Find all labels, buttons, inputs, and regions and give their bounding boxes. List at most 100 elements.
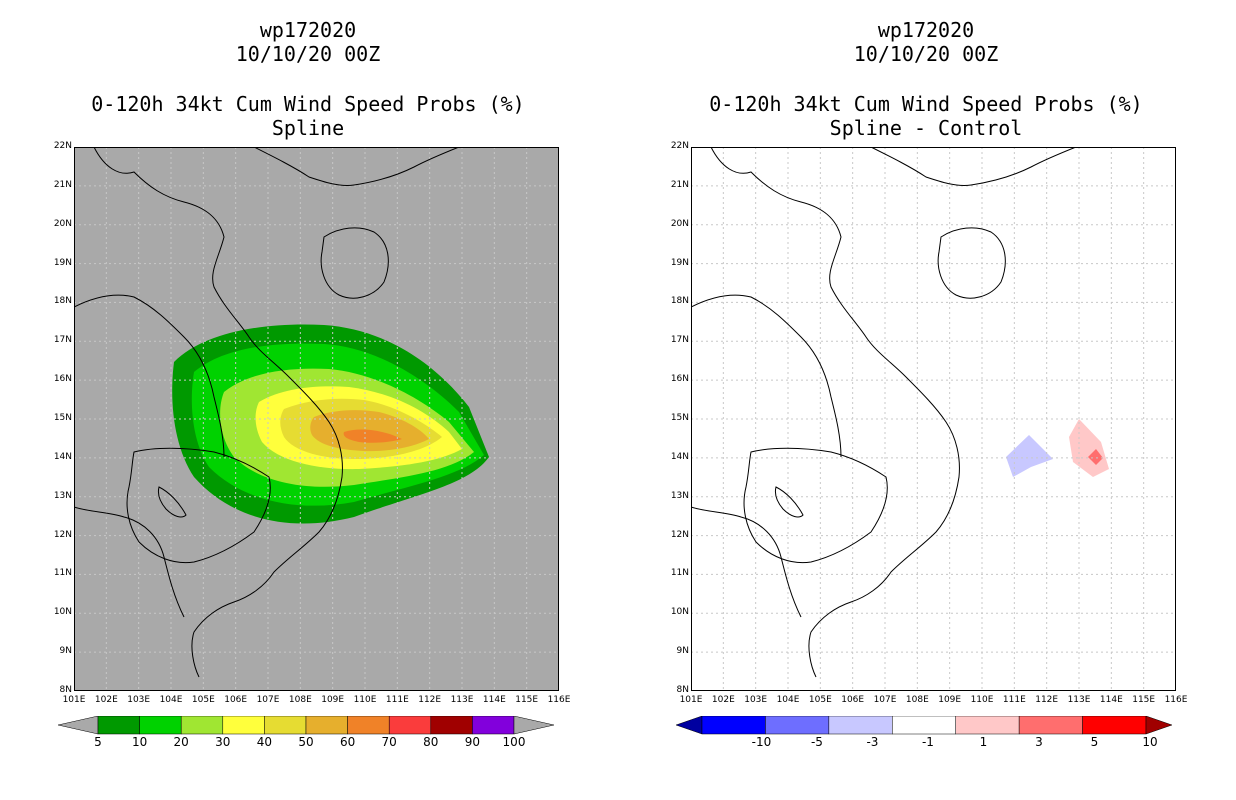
left-coast-china (253, 147, 460, 186)
colorbar-swatch (180, 716, 224, 735)
colorbar-swatch (1082, 716, 1147, 735)
colorbar-label: 20 (173, 735, 189, 749)
colorbar-swatch (701, 716, 766, 735)
latitude-label: 10N (53, 607, 72, 618)
latitude-label: 18N (670, 296, 689, 307)
longitude-label: 112E (1035, 695, 1059, 705)
colorbar-label: 80 (423, 735, 439, 749)
colorbar-label: -1 (921, 735, 934, 749)
colorbar-swatch (388, 716, 432, 735)
longitude-label: 115E (515, 695, 539, 705)
colorbar-label: 10 (1142, 735, 1158, 749)
latitude-label: 18N (53, 296, 72, 307)
longitude-label: 110E (353, 695, 377, 705)
latitude-label: 15N (670, 413, 689, 423)
latitude-label: 16N (670, 374, 689, 385)
longitude-label: 113E (1067, 695, 1091, 705)
longitude-label: 108E (288, 695, 312, 705)
colorbar-label: 5 (1090, 735, 1099, 749)
colorbar-label: 40 (256, 735, 273, 749)
colorbar-swatch (472, 716, 515, 735)
right-map-grid (691, 147, 1176, 691)
longitude-label: 104E (159, 695, 183, 705)
latitude-label: 8N (676, 685, 689, 695)
left-map-grid (74, 147, 559, 691)
colorbar-swatch (765, 716, 830, 735)
colorbar-label: -5 (810, 735, 823, 749)
right-coast-china (870, 147, 1077, 186)
latitude-label: 9N (59, 646, 72, 657)
latitude-label: 14N (53, 451, 72, 462)
latitude-label: 13N (670, 490, 689, 501)
right-coast-vietnam (710, 147, 960, 678)
diff-plus-3-to-plus-5 (1088, 449, 1103, 465)
colorbar-label: 30 (215, 735, 231, 749)
longitude-label: 111E (1002, 695, 1026, 705)
colorbar-label: -3 (866, 735, 879, 749)
longitude-label: 107E (873, 695, 897, 705)
colorbar-high-arrow (513, 716, 554, 735)
latitude-label: 11N (53, 568, 72, 579)
colorbar-label: 60 (339, 735, 356, 749)
longitude-label: 103E (127, 695, 151, 705)
longitude-label: 107E (256, 695, 280, 705)
colorbar-label: 90 (464, 735, 481, 749)
right-border-cambodia (743, 447, 888, 564)
latitude-label: 21N (670, 179, 689, 190)
colorbar-swatch (347, 716, 390, 735)
latitude-label: 19N (670, 257, 689, 268)
colorbar-low-arrow (676, 716, 703, 735)
latitude-label: 12N (670, 529, 689, 540)
colorbar-swatch (97, 716, 140, 735)
colorbar-low-arrow (58, 716, 99, 735)
right-coastlines (691, 147, 1077, 678)
right-storm-id: wp172020 (877, 18, 975, 42)
left-tonle-sap (157, 486, 187, 518)
right-subtitle: Spline - Control (829, 116, 1023, 140)
latitude-label: 9N (676, 646, 689, 657)
latitude-label: 21N (53, 179, 72, 190)
colorbar-label: -10 (751, 735, 772, 749)
latitude-label: 16N (53, 374, 72, 385)
colorbar-high-arrow (1145, 716, 1172, 735)
longitude-label: 111E (385, 695, 409, 705)
colorbar-label: 50 (298, 735, 314, 749)
right-colorbar (676, 716, 1172, 735)
latitude-label: 11N (670, 568, 689, 579)
left-coastlines (74, 147, 460, 678)
longitude-label: 106E (224, 695, 248, 705)
left-border-cambodia (126, 447, 271, 564)
colorbar-swatch (264, 716, 307, 735)
left-border-laos (74, 294, 225, 458)
diff-minus-1-to-minus-3 (1006, 435, 1053, 477)
left-coast-hainan (320, 227, 389, 299)
latitude-label: 17N (53, 335, 72, 346)
latitude-label: 22N (670, 141, 689, 151)
longitude-label: 103E (744, 695, 768, 705)
longitude-label: 101E (62, 695, 86, 705)
left-panel-titles: wp172020 10/10/20 00Z 0-120h 34kt Cum Wi… (58, 18, 558, 140)
longitude-label: 113E (450, 695, 474, 705)
colorbar-swatch (430, 716, 473, 735)
latitude-label: 17N (670, 335, 689, 346)
latitude-label: 14N (670, 451, 689, 462)
latitude-label: 10N (670, 607, 689, 618)
latitude-label: 20N (670, 218, 689, 229)
right-map-background (691, 147, 1176, 691)
left-probability-map (74, 147, 559, 691)
longitude-label: 115E (1132, 695, 1156, 705)
colorbar-label: 3 (1035, 735, 1043, 749)
right-panel-titles: wp172020 10/10/20 00Z 0-120h 34kt Cum Wi… (676, 18, 1176, 140)
left-product-title: 0-120h 34kt Cum Wind Speed Probs (%) (91, 92, 525, 116)
colorbar-swatch (222, 716, 265, 735)
colorbar-swatch (1018, 716, 1083, 735)
left-map-frame (74, 147, 559, 691)
latitude-label: 12N (53, 529, 72, 540)
colorbar-label: 10 (131, 735, 148, 749)
right-difference-map (691, 147, 1176, 691)
latitude-label: 15N (53, 413, 72, 423)
longitude-label: 104E (776, 695, 800, 705)
longitude-label: 112E (418, 695, 442, 705)
longitude-label: 105E (191, 695, 215, 705)
longitude-label: 114E (1099, 695, 1123, 705)
